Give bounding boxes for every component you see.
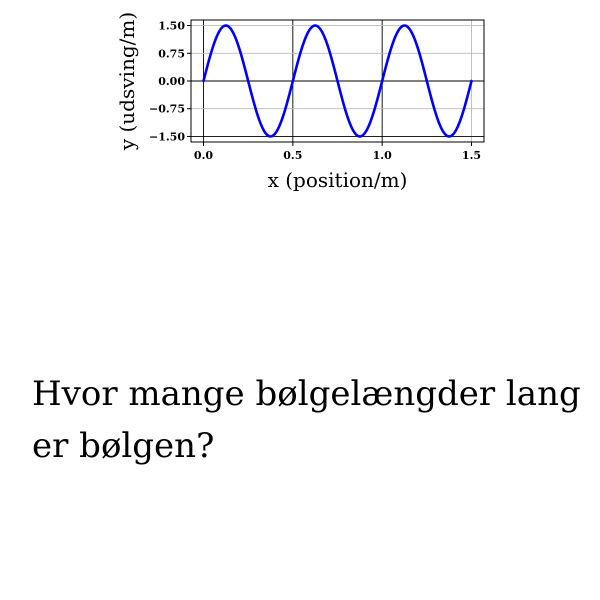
- x-tick-label: 1.0: [373, 149, 392, 162]
- wave-series-line: [202, 24, 473, 138]
- wave-chart: 0.0 0.5 1.0 1.5 −1.50 −0.75 0.00 0.75 1.50 x (po…: [0, 0, 600, 200]
- x-tick-label: 0.5: [283, 149, 302, 162]
- series-lines: [202, 24, 473, 138]
- y-axis-label: y (udsving/m): [115, 12, 139, 151]
- y-tick-label: 1.50: [158, 20, 185, 33]
- x-axis-label: x (position/m): [268, 168, 408, 192]
- y-tick-label: −1.50: [149, 130, 185, 143]
- axis-ticks: 0.0 0.5 1.0 1.5 −1.50 −0.75 0.00 0.75 1.50: [149, 20, 481, 162]
- wave-chart-svg: 0.0 0.5 1.0 1.5 −1.50 −0.75 0.00 0.75 1.50 x (po…: [115, 12, 485, 192]
- question-text: Hvor mange bølgelængder lang er bølgen?: [32, 374, 581, 466]
- y-tick-label: 0.00: [158, 75, 185, 88]
- y-tick-label: −0.75: [149, 103, 185, 116]
- x-tick-label: 1.5: [462, 149, 481, 162]
- x-tick-label: 0.0: [194, 149, 213, 162]
- y-tick-label: 0.75: [158, 47, 185, 60]
